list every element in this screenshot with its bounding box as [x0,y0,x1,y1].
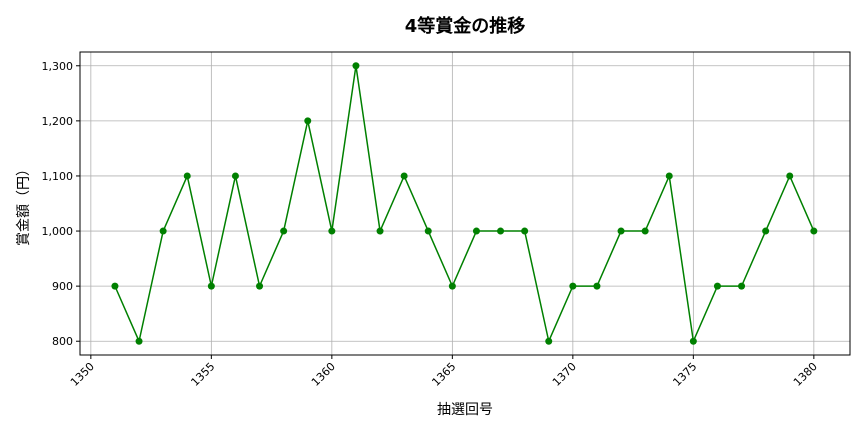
x-tick-label: 1370 [550,360,579,389]
data-point [665,172,673,180]
data-point [280,227,288,235]
data-point [545,337,553,345]
data-point [448,282,456,290]
data-point [641,227,649,235]
x-tick-label: 1375 [670,360,699,389]
data-point [352,62,360,70]
data-point [472,227,480,235]
data-point [159,227,167,235]
plot-frame [79,51,851,356]
data-point [497,227,505,235]
data-point [617,227,625,235]
y-tick-label: 1,200 [42,115,74,128]
x-tick-label: 1380 [791,360,820,389]
y-tick-label: 1,100 [42,170,74,183]
data-point [593,282,601,290]
x-tick-label: 1360 [309,360,338,389]
x-tick-label: 1355 [188,360,217,389]
data-point [111,282,119,290]
x-tick-label: 1350 [68,360,97,389]
data-point [135,337,143,345]
data-point [183,172,191,180]
y-axis-label: 賞金額（円） [16,162,32,246]
data-point [231,172,239,180]
x-axis-label: 抽選回号 [437,402,493,418]
y-tick-label: 900 [52,280,73,293]
data-point [424,227,432,235]
chart-title: 4等賞金の推移 [405,15,526,37]
grid [80,52,850,355]
data-point [786,172,794,180]
data-point [569,282,577,290]
data-point [810,227,818,235]
data-point [304,117,312,125]
data-point [400,172,408,180]
series-line [111,62,818,345]
data-point [689,337,697,345]
axis-ticks: 1350 1355 1360 1365 1370 1375 1380 800 900 1,000 1… [42,60,820,389]
data-point [376,227,384,235]
data-point [207,282,215,290]
y-tick-label: 1,300 [42,60,74,73]
data-point [256,282,264,290]
data-point [328,227,336,235]
data-point [738,282,746,290]
data-point [713,282,721,290]
data-point [521,227,529,235]
x-tick-label: 1365 [429,360,458,389]
y-tick-label: 1,000 [42,225,74,238]
series-polyline [114,65,815,344]
y-tick-label: 800 [52,335,73,348]
data-point [762,227,770,235]
